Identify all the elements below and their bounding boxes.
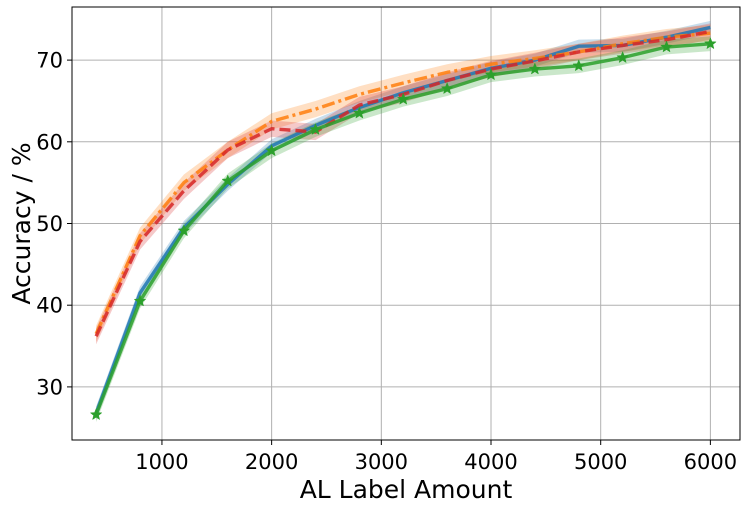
data-point-star <box>484 68 498 81</box>
y-tick-label: 60 <box>36 130 63 154</box>
y-tick-label: 50 <box>36 212 63 236</box>
y-tick-label: 30 <box>36 375 63 399</box>
x-tick-label: 6000 <box>684 450 737 474</box>
data-point-star <box>353 106 366 119</box>
confidence-band-3 <box>96 23 711 345</box>
data-point-star <box>177 224 191 237</box>
y-tick-label: 70 <box>36 49 63 73</box>
y-tick-label: 40 <box>36 294 63 318</box>
data-point-star <box>221 174 235 187</box>
x-tick-labels: 1000 2000 3000 4000 5000 6000 <box>135 450 737 474</box>
x-tick-label: 2000 <box>245 450 298 474</box>
x-axis-title: AL Label Amount <box>300 475 513 504</box>
data-point-star <box>440 82 454 95</box>
data-point-star <box>704 37 717 50</box>
confidence-band-2 <box>96 24 711 342</box>
data-point-star <box>396 92 410 105</box>
x-tick-label: 4000 <box>464 450 517 474</box>
data-point-star <box>309 122 322 135</box>
data-point-star <box>265 144 278 157</box>
data-point-star <box>572 59 586 72</box>
data-point-star <box>133 294 147 307</box>
x-tick-label: 1000 <box>135 450 188 474</box>
data-point-star <box>660 40 673 53</box>
data-point-star <box>89 407 103 421</box>
y-axis-title: Accuracy / % <box>7 142 36 304</box>
confidence-bands <box>96 20 711 423</box>
series-markers <box>89 37 717 421</box>
x-tick-label: 5000 <box>574 450 627 474</box>
data-point-star <box>528 62 542 75</box>
y-tick-labels: 30 40 50 60 70 <box>36 49 63 400</box>
axis-ticks <box>67 59 711 445</box>
gridlines <box>72 7 740 440</box>
x-tick-label: 3000 <box>355 450 408 474</box>
data-point-star <box>616 50 629 64</box>
